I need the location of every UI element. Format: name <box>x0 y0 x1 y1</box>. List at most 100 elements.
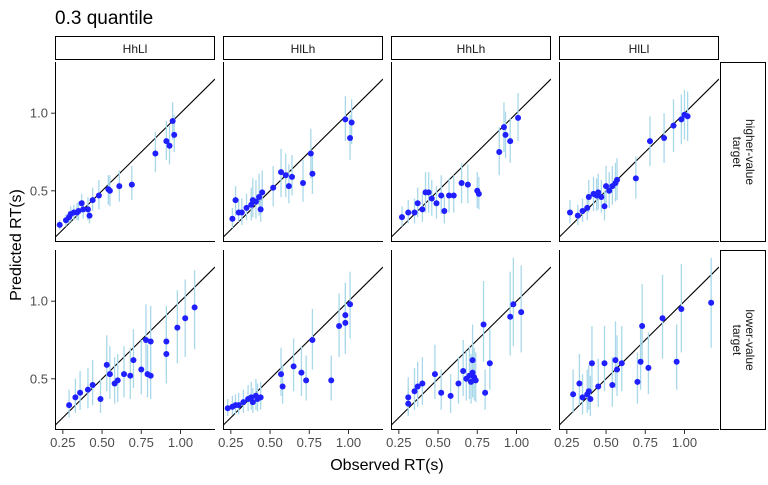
x-tick-label: 0.50 <box>257 435 282 450</box>
y-tick-label: 1.0 <box>30 106 48 121</box>
column-strip-label: HhLl <box>123 42 148 56</box>
identity-line <box>55 266 215 426</box>
panel-plot-area <box>223 78 383 238</box>
panel <box>55 62 215 242</box>
data-point <box>289 173 296 180</box>
panel <box>391 62 551 242</box>
data-point <box>678 305 685 312</box>
data-point <box>472 377 479 384</box>
data-point <box>405 400 412 407</box>
x-tick-label: 1.00 <box>336 435 361 450</box>
chart-title: 0.3 quantile <box>55 8 153 29</box>
data-point <box>290 363 297 370</box>
data-point <box>169 117 176 124</box>
column-strip-label: HlLl <box>629 42 650 56</box>
data-point <box>632 175 639 182</box>
x-tick-label: 0.75 <box>129 435 154 450</box>
data-point <box>147 338 154 345</box>
data-point <box>248 394 255 401</box>
x-tick-label: 1.00 <box>168 435 193 450</box>
data-point <box>518 309 525 316</box>
row-strip-label-line: target <box>730 325 744 356</box>
data-point <box>147 372 154 379</box>
data-point <box>278 169 285 176</box>
panel <box>55 250 215 430</box>
panel <box>559 62 719 242</box>
data-point <box>405 209 412 216</box>
y-tick-label: 0.5 <box>30 371 48 386</box>
data-point <box>425 189 432 196</box>
data-point <box>257 206 264 213</box>
row-strip-label: lower-valuetarget <box>730 309 757 371</box>
data-point <box>507 138 514 145</box>
data-point <box>257 394 264 401</box>
data-point <box>618 360 625 367</box>
data-point <box>285 183 292 190</box>
data-point <box>450 192 457 199</box>
data-point <box>500 124 507 131</box>
data-point <box>66 402 73 409</box>
data-point <box>121 371 128 378</box>
data-point <box>347 301 354 308</box>
data-point <box>598 194 605 200</box>
data-point <box>507 313 514 320</box>
data-point <box>72 394 79 401</box>
panel-plot-area <box>559 78 719 238</box>
data-point <box>566 209 573 216</box>
data-point <box>270 184 277 191</box>
data-point <box>171 131 178 138</box>
data-point <box>637 358 644 365</box>
data-point <box>78 200 85 207</box>
data-point <box>229 215 236 222</box>
x-tick-label: 0.25 <box>218 435 243 450</box>
data-point <box>460 368 467 375</box>
identity-line <box>559 78 719 238</box>
data-point <box>639 323 646 330</box>
data-point <box>419 380 426 387</box>
row-strip-label: higher-valuetarget <box>730 119 757 185</box>
identity-line <box>223 78 383 238</box>
data-point <box>469 369 476 376</box>
data-point <box>614 176 621 183</box>
data-point <box>84 386 91 393</box>
column-strip-box <box>559 36 719 60</box>
data-point <box>576 380 583 387</box>
x-tick-label: 0.25 <box>386 435 411 450</box>
data-point <box>252 198 259 205</box>
data-point <box>89 197 96 204</box>
data-point <box>166 142 173 149</box>
data-point <box>163 338 170 345</box>
data-point <box>646 138 653 145</box>
data-point <box>152 150 159 157</box>
panel <box>223 62 383 242</box>
data-point <box>645 364 652 371</box>
column-strip-label: HhLh <box>457 42 486 56</box>
data-point <box>249 399 256 406</box>
column-strip-box <box>391 36 551 60</box>
data-point <box>138 366 145 373</box>
data-point <box>405 394 412 401</box>
panel-plot-area <box>391 78 551 238</box>
data-point <box>438 389 445 396</box>
data-point <box>464 181 471 188</box>
data-point <box>482 389 489 396</box>
row-strip-box <box>720 62 766 242</box>
data-point <box>446 192 453 199</box>
data-point <box>75 207 82 214</box>
data-point <box>106 187 113 194</box>
data-point <box>278 371 285 378</box>
y-tick-label: 1.0 <box>30 294 48 309</box>
data-point <box>116 183 123 190</box>
data-point <box>398 214 405 221</box>
row-strips: higher-valuetarget lower-valuetarget <box>720 62 766 430</box>
data-point <box>579 207 586 214</box>
data-point <box>224 405 231 412</box>
data-point <box>279 383 286 390</box>
data-point <box>486 360 493 367</box>
data-point <box>458 180 465 187</box>
panel-plot-area <box>559 257 719 426</box>
data-point <box>243 204 250 211</box>
data-point <box>300 180 306 187</box>
row-strip-box <box>720 250 766 430</box>
data-point <box>298 369 305 376</box>
